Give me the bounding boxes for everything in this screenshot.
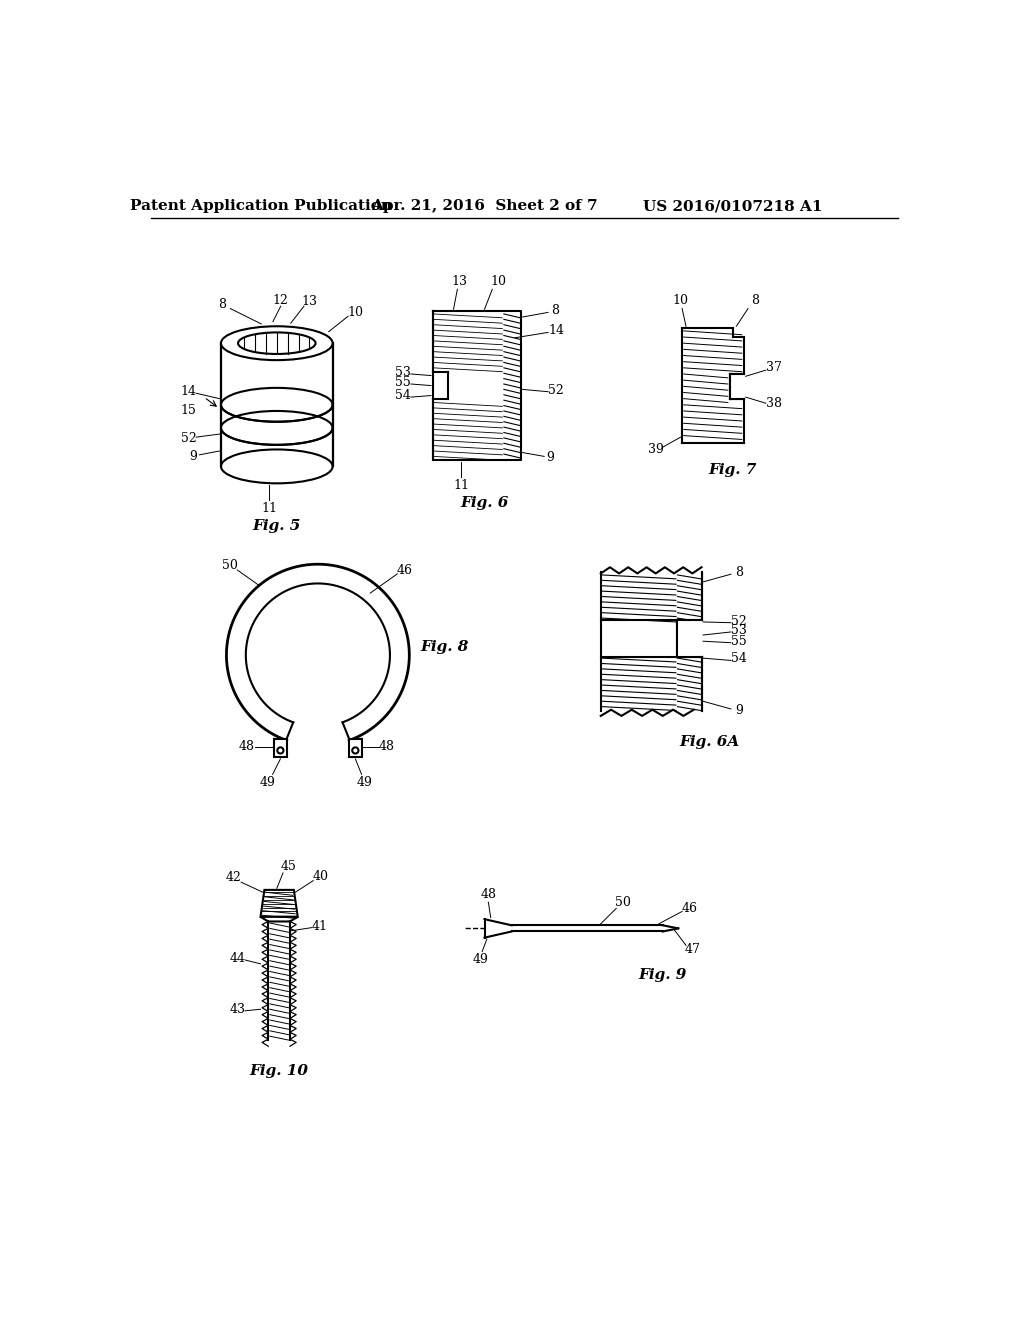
Text: 40: 40	[312, 870, 329, 883]
Text: 14: 14	[549, 325, 564, 338]
Text: Fig. 10: Fig. 10	[250, 1064, 308, 1078]
Ellipse shape	[278, 747, 284, 754]
Text: 47: 47	[684, 944, 700, 957]
Text: Fig. 9: Fig. 9	[639, 968, 687, 982]
Text: Fig. 5: Fig. 5	[253, 519, 301, 533]
Text: 49: 49	[473, 953, 488, 966]
Text: 10: 10	[673, 294, 688, 308]
Text: 43: 43	[229, 1003, 246, 1016]
Text: Fig. 7: Fig. 7	[709, 463, 757, 478]
Text: 44: 44	[229, 952, 246, 965]
Text: 10: 10	[348, 306, 364, 319]
Polygon shape	[677, 620, 701, 656]
Text: 50: 50	[222, 558, 238, 572]
Polygon shape	[221, 343, 333, 466]
Ellipse shape	[221, 388, 333, 422]
Text: 55: 55	[731, 635, 746, 648]
Text: 49: 49	[356, 776, 373, 789]
Ellipse shape	[221, 449, 333, 483]
Text: Fig. 6A: Fig. 6A	[679, 735, 739, 748]
Text: 8: 8	[551, 305, 559, 317]
Text: 52: 52	[180, 432, 197, 445]
Text: 52: 52	[731, 615, 746, 628]
Text: 52: 52	[548, 384, 563, 397]
Text: 48: 48	[480, 888, 497, 902]
Text: 39: 39	[648, 444, 664, 455]
Text: Fig. 6: Fig. 6	[461, 495, 509, 510]
Polygon shape	[260, 917, 298, 921]
Text: 42: 42	[225, 871, 242, 884]
Polygon shape	[432, 312, 521, 461]
Text: Patent Application Publication: Patent Application Publication	[130, 199, 392, 213]
Text: 46: 46	[682, 902, 698, 915]
Text: 53: 53	[395, 366, 411, 379]
Text: 50: 50	[614, 896, 631, 908]
Text: 49: 49	[260, 776, 275, 789]
Text: 54: 54	[731, 652, 746, 665]
Text: 48: 48	[378, 741, 394, 754]
Text: 37: 37	[766, 362, 781, 375]
Ellipse shape	[238, 333, 315, 354]
Text: 48: 48	[239, 741, 254, 754]
Text: 13: 13	[452, 275, 468, 288]
Text: Apr. 21, 2016  Sheet 2 of 7: Apr. 21, 2016 Sheet 2 of 7	[371, 199, 598, 213]
Polygon shape	[484, 919, 678, 937]
Text: 8: 8	[218, 298, 226, 312]
Polygon shape	[730, 374, 744, 400]
Text: 15: 15	[180, 404, 197, 417]
Text: 9: 9	[547, 451, 554, 465]
Text: 45: 45	[281, 861, 296, 874]
Text: 8: 8	[751, 294, 759, 308]
Text: 10: 10	[490, 275, 507, 288]
Text: US 2016/0107218 A1: US 2016/0107218 A1	[643, 199, 822, 213]
Text: 41: 41	[311, 920, 328, 933]
Text: 11: 11	[454, 479, 469, 492]
Polygon shape	[274, 739, 287, 758]
Polygon shape	[349, 739, 361, 758]
Text: 46: 46	[397, 564, 413, 577]
Polygon shape	[260, 890, 298, 917]
Text: 14: 14	[180, 385, 197, 399]
Text: 12: 12	[272, 293, 289, 306]
Text: 8: 8	[734, 566, 742, 579]
Text: 55: 55	[395, 376, 411, 389]
Ellipse shape	[221, 326, 333, 360]
Text: 9: 9	[189, 450, 197, 463]
Text: 13: 13	[301, 296, 317, 308]
Ellipse shape	[221, 411, 333, 445]
Text: 11: 11	[261, 502, 278, 515]
Text: 54: 54	[395, 389, 411, 403]
Text: 53: 53	[731, 624, 746, 638]
Text: Fig. 8: Fig. 8	[420, 640, 468, 655]
Ellipse shape	[352, 747, 358, 754]
Text: 9: 9	[735, 704, 742, 717]
Text: 38: 38	[766, 397, 781, 409]
